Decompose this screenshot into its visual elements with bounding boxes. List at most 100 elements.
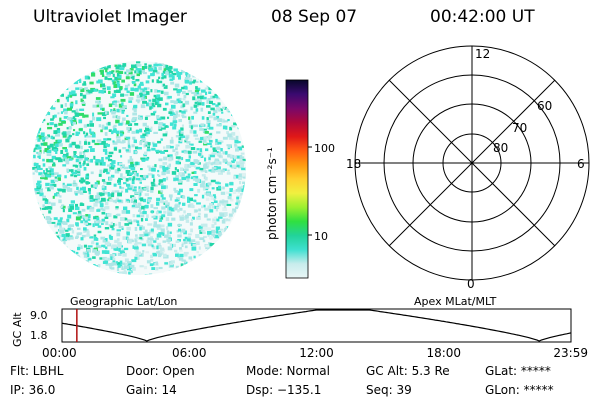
uv-pixel [154,164,157,167]
uv-pixel [35,254,38,258]
uv-pixel [219,228,224,231]
uv-pixel [36,192,41,195]
uv-pixel [166,145,171,149]
uv-pixel [179,207,183,211]
uv-pixel [139,175,145,178]
uv-pixel [51,136,55,140]
uv-pixel [242,89,246,93]
uv-pixel [61,257,64,261]
uv-pixel [200,107,204,112]
uv-pixel [107,121,111,126]
uv-pixel [36,134,42,138]
uv-pixel [91,72,96,77]
uv-pixel [188,256,193,260]
uv-pixel [108,224,111,227]
uv-pixel [41,219,45,224]
uv-pixel [104,206,109,210]
uv-pixel [161,197,166,200]
uv-pixel [117,179,121,183]
uv-pixel [34,121,38,124]
uv-pixel [178,97,182,102]
uv-pixel [214,222,217,225]
uv-pixel [240,67,244,72]
uv-pixel [75,203,78,208]
uv-pixel [163,68,166,71]
uv-pixel [54,90,59,94]
uv-pixel [122,117,126,121]
uv-pixel [163,149,169,152]
uv-pixel [160,151,165,154]
uv-pixel [158,246,162,249]
uv-pixel [35,123,39,127]
uv-pixel [64,158,70,162]
uv-pixel [35,133,39,138]
uv-pixel [66,98,69,102]
uv-pixel [216,146,221,150]
uv-pixel [175,177,179,181]
uv-pixel [191,264,195,267]
uv-pixel [81,101,86,104]
uv-pixel [110,267,115,270]
uv-pixel [137,114,141,119]
uv-pixel [207,66,211,70]
uv-pixel [55,231,58,234]
uv-pixel [59,217,63,220]
uv-pixel [120,165,122,170]
uv-pixel [33,137,37,141]
uv-pixel [217,118,223,122]
uv-pixel [43,142,48,146]
uv-pixel [75,158,79,163]
uv-pixel [69,95,72,98]
uv-pixel [157,103,162,108]
uv-pixel [38,268,43,271]
uv-pixel [84,87,88,91]
uv-pixel [143,66,148,69]
uv-pixel [90,158,93,163]
uv-pixel [34,223,38,227]
uv-pixel [204,213,208,218]
uv-pixel [210,162,214,166]
uv-pixel [195,87,201,92]
uv-pixel [43,247,49,252]
uv-pixel [83,160,86,165]
uv-pixel [167,212,173,216]
uv-pixel [196,202,201,205]
uv-pixel [163,146,166,149]
uv-pixel [203,253,208,257]
uv-pixel [181,64,186,68]
uv-pixel [57,143,63,147]
uv-pixel [186,164,192,168]
uv-pixel [216,123,222,127]
uv-pixel [67,117,72,121]
uv-pixel [104,126,108,130]
uv-pixel [181,176,187,181]
uv-pixel [70,254,74,257]
uv-pixel [132,136,136,140]
uv-pixel [224,89,227,93]
uv-pixel [106,71,111,76]
uv-pixel [81,103,86,106]
uv-pixel [231,232,236,237]
uv-pixel [198,212,201,216]
uv-pixel [198,254,204,257]
uv-pixel [105,122,110,126]
uv-pixel [196,264,200,269]
uv-pixel [202,231,206,234]
uv-pixel [145,131,150,135]
uv-pixel [62,208,65,213]
uv-pixel [227,196,232,200]
uv-pixel [219,245,224,248]
uv-pixel [213,272,216,275]
uv-pixel [38,217,41,222]
uv-pixel [173,114,178,119]
uv-pixel [125,178,129,182]
uv-pixel [135,79,140,82]
uv-pixel [67,224,72,229]
uv-pixel [135,64,138,68]
uv-pixel [203,235,207,238]
uv-pixel [73,121,76,125]
uv-pixel [132,176,136,180]
uv-pixel [193,175,199,179]
uv-pixel [156,245,159,250]
uv-pixel [53,130,58,134]
